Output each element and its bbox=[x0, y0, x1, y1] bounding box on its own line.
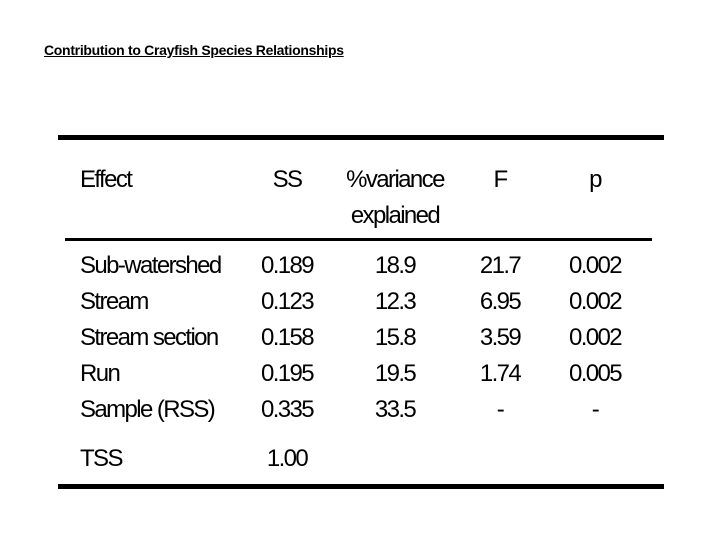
header-ss: SS bbox=[272, 166, 303, 193]
header-f: F bbox=[493, 166, 508, 193]
row-f: 21.7 bbox=[479, 252, 522, 279]
slide-title: Contribution to Crayfish Species Relatio… bbox=[44, 42, 344, 58]
header-variance: %variance explained bbox=[326, 162, 464, 234]
row-variance: 15.8 bbox=[374, 324, 417, 351]
row-p: - bbox=[591, 396, 600, 423]
row-f: 6.95 bbox=[479, 288, 522, 315]
row-f: 3.59 bbox=[479, 324, 522, 351]
row-effect: Run bbox=[80, 360, 121, 387]
table-bottom-rule bbox=[58, 484, 664, 489]
row-p: 0.002 bbox=[568, 252, 623, 279]
row-variance: 12.3 bbox=[374, 288, 417, 315]
row-f: 1.74 bbox=[479, 360, 522, 387]
header-variance-line2: explained bbox=[350, 202, 441, 229]
total-effect: TSS bbox=[80, 445, 123, 472]
row-ss: 0.158 bbox=[260, 324, 315, 351]
table-header-rule bbox=[65, 238, 652, 241]
header-p: p bbox=[589, 166, 602, 193]
row-f: - bbox=[496, 396, 505, 423]
row-effect: Stream bbox=[80, 288, 149, 315]
row-p: 0.002 bbox=[568, 288, 623, 315]
total-ss: 1.00 bbox=[266, 445, 309, 472]
row-p: 0.005 bbox=[568, 360, 623, 387]
row-p: 0.002 bbox=[568, 324, 623, 351]
row-effect: Stream section bbox=[80, 324, 219, 351]
row-variance: 33.5 bbox=[374, 396, 417, 423]
row-variance: 19.5 bbox=[374, 360, 417, 387]
header-effect: Effect bbox=[80, 166, 133, 193]
row-ss: 0.189 bbox=[260, 252, 315, 279]
row-variance: 18.9 bbox=[374, 252, 417, 279]
row-effect: Sub-watershed bbox=[80, 252, 222, 279]
header-variance-line1: %variance bbox=[346, 166, 445, 193]
row-effect: Sample (RSS) bbox=[80, 396, 216, 423]
row-ss: 0.123 bbox=[260, 288, 315, 315]
row-ss: 0.335 bbox=[260, 396, 315, 423]
row-ss: 0.195 bbox=[260, 360, 315, 387]
table-top-rule bbox=[58, 135, 664, 140]
